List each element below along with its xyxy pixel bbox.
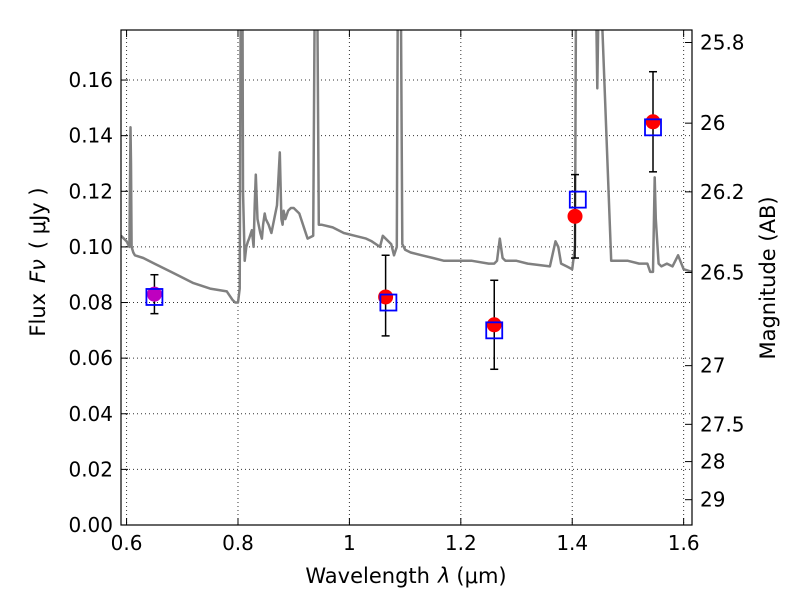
model-square — [485, 321, 504, 340]
observed-point — [567, 208, 583, 224]
x-axis-title: Wavelength λ (μm) — [305, 564, 506, 588]
x-axis-title-symbol: λ — [437, 564, 450, 588]
y-axis-title: Flux Fν ( μJy ) — [26, 187, 50, 336]
x-tick-label: 1.6 — [668, 531, 700, 555]
y2-axis-title: Magnitude (AB) — [756, 196, 780, 359]
x-tick-label: 0.8 — [222, 531, 254, 555]
y-tick-label: 0.10 — [68, 235, 113, 259]
x-tick-label: 1.2 — [445, 531, 477, 555]
y2-tick-label: 26.2 — [700, 180, 745, 204]
y2-tick-label: 26 — [700, 111, 725, 135]
y-tick-label: 0.08 — [68, 291, 113, 315]
x-axis-title-prefix: Wavelength — [305, 564, 430, 588]
observed-point — [486, 317, 502, 333]
model-spectrum — [121, 30, 692, 304]
y2-tick-label: 28 — [700, 450, 725, 474]
observed-point — [645, 114, 661, 130]
model-square — [145, 288, 164, 306]
observed-point — [146, 286, 162, 302]
y-axis-title-symbol: Fν — [26, 259, 50, 283]
y2-tick-label: 27.5 — [700, 412, 745, 436]
y2-tick-label: 27 — [700, 354, 725, 378]
grid-lines — [121, 30, 692, 526]
y-tick-label: 0.02 — [68, 457, 113, 481]
y-tick-label: 0.16 — [68, 68, 113, 92]
data-points — [145, 70, 662, 371]
observed-point — [378, 289, 394, 305]
y-axis-title-prefix: Flux — [26, 293, 50, 337]
plot-frame — [120, 29, 693, 526]
y2-tick-label: 25.8 — [700, 31, 745, 55]
model-square — [644, 118, 662, 137]
x-tick-label: 1 — [343, 531, 356, 555]
y-tick-label: 0.00 — [68, 513, 113, 537]
y2-tick-label: 29 — [700, 488, 725, 512]
y-tick-label: 0.04 — [68, 402, 113, 426]
y-tick-label: 0.14 — [68, 124, 113, 148]
y-tick-label: 0.12 — [68, 179, 113, 203]
x-tick-label: 1.4 — [556, 531, 588, 555]
x-tick-label: 0.6 — [111, 531, 143, 555]
x-axis-title-unit: (μm) — [456, 564, 506, 588]
model-square — [379, 293, 398, 312]
axis-ticks: 0.6 0.8 1 1.2 1.4 1.6 0.00 0.02 0.04 0.06 0.08 0.10… — [68, 30, 745, 555]
model-square — [568, 190, 587, 209]
spectrum-line — [121, 30, 692, 304]
y-axis-title-unit: ( μJy ) — [26, 187, 50, 249]
y-tick-label: 0.06 — [68, 346, 113, 370]
y2-tick-label: 26.5 — [700, 260, 745, 284]
